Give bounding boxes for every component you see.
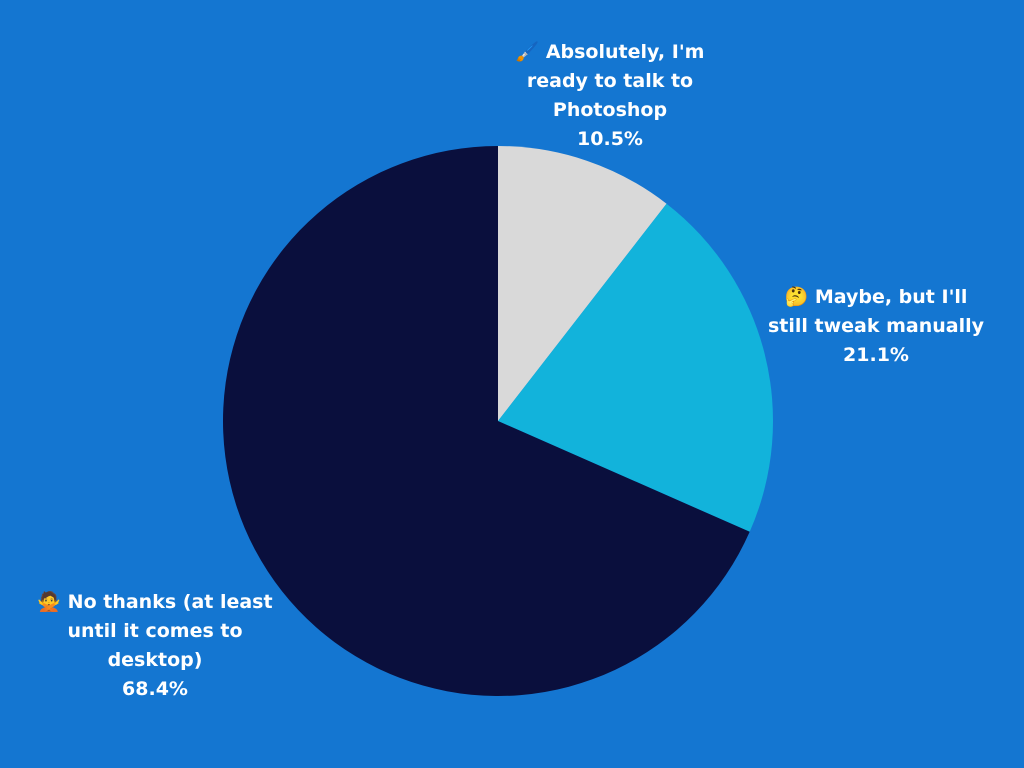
pie-slice (498, 146, 667, 421)
value-label: 68.4% (122, 678, 188, 700)
slice-label: 🤔 Maybe, but I'll still tweak manually 21… (762, 283, 990, 370)
value-label: 21.1% (843, 344, 909, 366)
pie-slice (222, 146, 750, 696)
slice-label: 🙅 No thanks (at least until it comes to … (35, 588, 275, 704)
category-label: 🤔 Maybe, but I'll still tweak manually (767, 286, 985, 337)
pie-slice (498, 203, 773, 532)
category-label: 🙅 No thanks (at least until it comes to … (37, 591, 273, 671)
category-label: 🖌️ Absolutely, I'm ready to talk to Phot… (515, 41, 705, 121)
slice-label: 🖌️ Absolutely, I'm ready to talk to Phot… (510, 38, 710, 154)
value-label: 10.5% (577, 128, 643, 150)
